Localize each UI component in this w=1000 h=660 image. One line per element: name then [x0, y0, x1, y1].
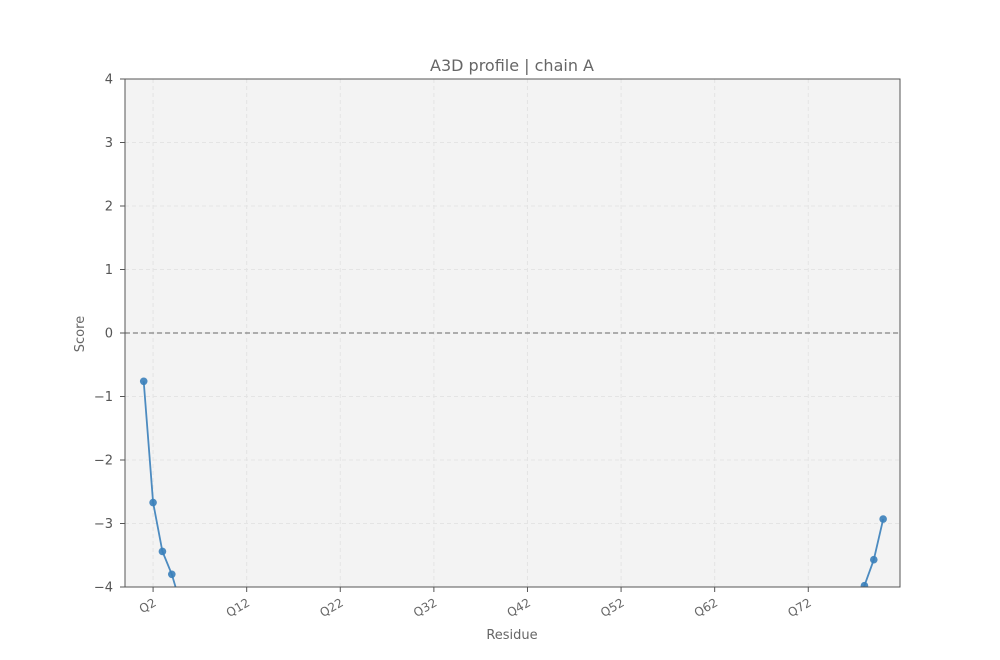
- y-tick-label: −1: [94, 390, 113, 405]
- y-tick-label: −4: [94, 581, 113, 596]
- y-tick-label: 2: [105, 200, 113, 215]
- data-point: [149, 498, 157, 507]
- x-axis: Q2 Q12 Q22 Q32 Q42 Q52 Q62 Q72: [137, 587, 814, 620]
- x-tick-label: Q22: [317, 595, 345, 619]
- x-tick-label: Q52: [598, 595, 626, 619]
- y-tick-label: 0: [105, 327, 113, 342]
- y-tick-label: 4: [105, 73, 113, 88]
- x-tick-label: Q32: [411, 595, 439, 619]
- x-tick-label: Q2: [137, 595, 159, 616]
- data-point: [177, 602, 185, 610]
- series-line: [862, 518, 885, 587]
- x-tick-label: Q42: [505, 595, 533, 619]
- y-axis: 4 3 2 1 0 −1 −2 −3 −4: [94, 73, 125, 596]
- x-tick-label: Q12: [224, 595, 252, 619]
- series-layer: [139, 377, 887, 617]
- x-axis-label: Residue: [486, 628, 537, 643]
- y-axis-label: Score: [73, 316, 88, 352]
- chart-title: A3D profile | chain A: [430, 56, 594, 75]
- data-point: [879, 515, 887, 523]
- y-tick-label: 3: [105, 136, 113, 151]
- data-point: [860, 581, 869, 587]
- data-point: [158, 547, 167, 556]
- y-tick-label: −3: [94, 517, 113, 532]
- data-point: [167, 570, 176, 579]
- y-tick-label: −2: [94, 454, 113, 469]
- data-point: [139, 377, 148, 386]
- data-point: [869, 555, 878, 564]
- x-tick-label: Q72: [785, 595, 813, 619]
- x-tick-label: Q62: [692, 595, 720, 619]
- y-tick-label: 1: [105, 263, 113, 278]
- data-point: [851, 609, 859, 617]
